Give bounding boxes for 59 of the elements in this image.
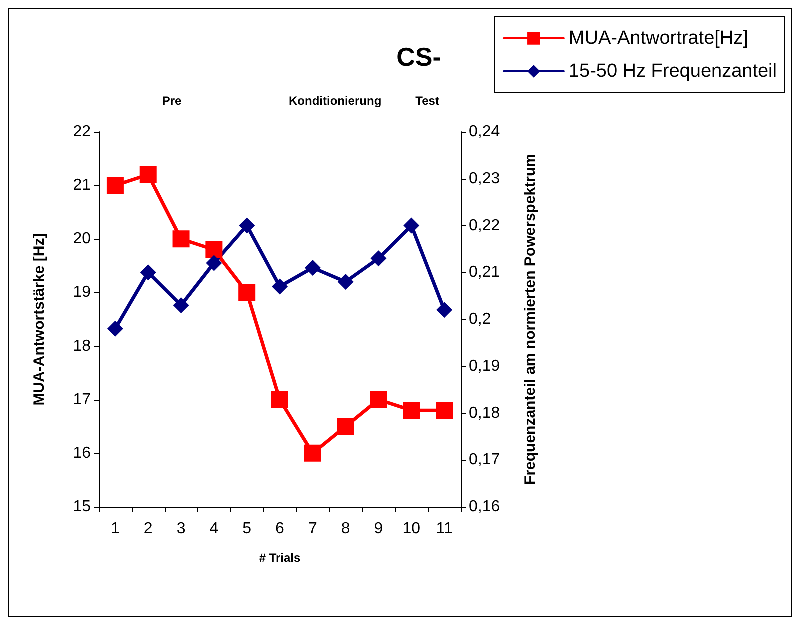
x-tick-label: 4: [210, 520, 219, 538]
text: Test: [416, 94, 440, 108]
point: [238, 284, 256, 302]
point: [337, 418, 354, 436]
point: [106, 177, 124, 194]
x-axis-title: # Trials: [259, 551, 301, 565]
chart-title: CS-: [396, 42, 442, 72]
point: [140, 166, 157, 184]
x-tick-label: 7: [308, 520, 318, 538]
legend-label: 15-50 Hz Frequenzanteil: [568, 61, 778, 82]
x-tick-label: 5: [242, 520, 252, 538]
point: [403, 402, 420, 420]
point: [173, 297, 190, 314]
x-tick-label: 2: [144, 520, 153, 538]
y-tick-label: 21: [73, 177, 92, 194]
y2-tick-label: 0,16: [469, 498, 500, 516]
x-tick-label: 3: [176, 520, 186, 538]
point: [404, 218, 420, 234]
text: Konditionierung: [288, 94, 382, 108]
x-tick-label: 1: [111, 520, 120, 538]
y-tick-label: 16: [73, 444, 92, 462]
y-tick-label: 19: [73, 284, 92, 302]
point: [338, 274, 354, 290]
point: [206, 255, 222, 272]
point: [436, 302, 453, 318]
y2-tick-label: 0,21: [469, 264, 500, 282]
point: [370, 250, 387, 267]
y2-tick-label: 0,2: [469, 311, 492, 328]
legend-label: MUA-Antwortrate[Hz]: [568, 28, 748, 49]
x-tick-label: 6: [276, 520, 285, 538]
point: [436, 402, 454, 420]
x-tick-label: 10: [402, 520, 421, 538]
y2-tick-label: 0,17: [469, 452, 500, 469]
point: [304, 444, 322, 462]
point: [239, 218, 256, 234]
y2-tick-label: 0,24: [469, 124, 500, 140]
y-tick-label: 15: [73, 498, 92, 516]
point: [370, 391, 388, 408]
y-tick-label: 22: [73, 124, 92, 140]
y-tick-label: 18: [73, 338, 92, 355]
point: [272, 278, 288, 295]
y2-tick-label: 0,18: [469, 404, 500, 422]
y2-tick-label: 0,23: [469, 170, 500, 188]
y-axis-title: MUA-Antwortstärke [Hz]: [31, 233, 48, 406]
point: [272, 391, 288, 408]
y2-axis-title: Frequenzanteil am normierten Powerspektrum: [522, 154, 539, 485]
point: [140, 264, 156, 281]
point: [107, 320, 124, 337]
point: [206, 241, 223, 258]
x-tick-label: 9: [374, 520, 384, 538]
y2-tick-label: 0,19: [469, 358, 500, 375]
text: Pre: [162, 94, 182, 108]
point: [172, 230, 190, 248]
x-tick-label: 11: [436, 520, 453, 538]
y2-tick-label: 0,22: [469, 217, 500, 234]
x-tick-label: 8: [341, 520, 350, 538]
point: [304, 260, 321, 276]
y-tick-label: 17: [73, 391, 92, 408]
y-tick-label: 20: [73, 230, 92, 248]
